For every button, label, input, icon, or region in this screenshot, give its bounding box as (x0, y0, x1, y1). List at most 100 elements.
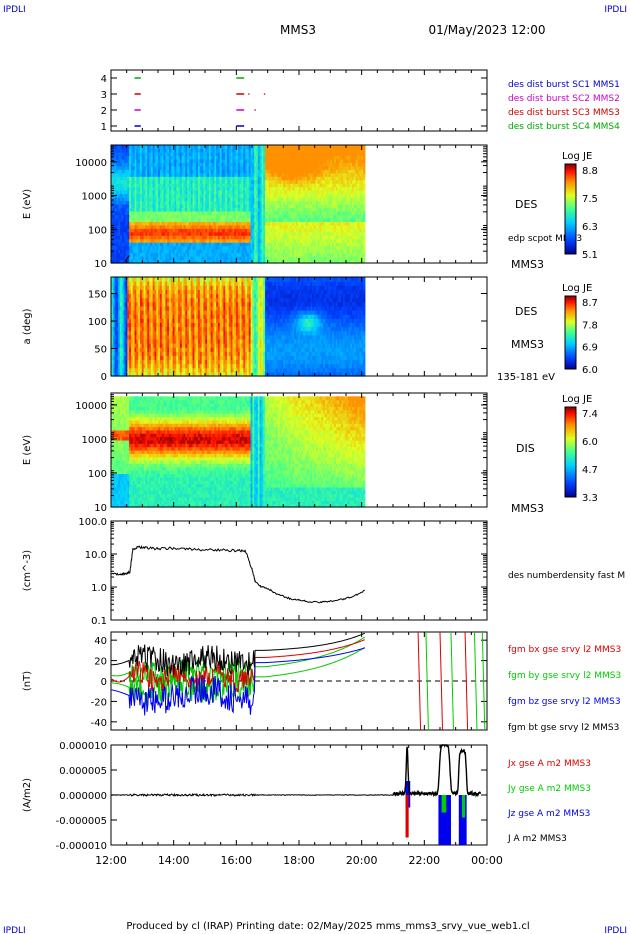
spectrogram-cell (225, 256, 228, 261)
spectrogram-cell (179, 172, 183, 177)
spectrogram-cell (297, 200, 301, 205)
spectrogram-cell (268, 242, 272, 247)
spectrogram-cell (236, 162, 239, 167)
spectrogram-cell (158, 200, 161, 205)
spectrogram-cell (172, 204, 176, 209)
spectrogram-cell (292, 158, 295, 163)
spectrogram-cell (270, 190, 273, 195)
spectrogram-cell (130, 228, 134, 233)
spectrogram-cell (344, 256, 348, 261)
spectrogram-cell (279, 148, 283, 153)
spectrogram-cell (163, 190, 166, 195)
spectrogram-cell (259, 176, 263, 181)
spectrogram-cell (172, 221, 176, 226)
spectrogram-cell (111, 259, 114, 264)
spectrogram-cell (333, 190, 337, 195)
spectrogram-cell (150, 259, 154, 264)
spectrogram-cell (167, 221, 170, 226)
spectrogram-cell (188, 231, 192, 236)
spectrogram-cell (123, 162, 127, 167)
spectrogram-cell (167, 193, 170, 198)
spectrogram-cell (147, 193, 150, 198)
spectrogram-cell (312, 169, 315, 174)
spectrogram-cell (330, 245, 333, 250)
spectrogram-cell (228, 186, 232, 191)
spectrogram-cell (134, 210, 137, 216)
spectrogram-cell (150, 179, 154, 184)
spectrogram-cell (217, 214, 221, 219)
spectrogram-cell (127, 256, 130, 261)
spectrogram-cell (205, 249, 208, 254)
spectrogram-cell (145, 193, 148, 198)
spectrogram-cell (225, 235, 228, 240)
spectrogram-cell (274, 165, 277, 170)
spectrogram-cell (132, 221, 136, 226)
spectrogram-cell (210, 207, 214, 212)
spectrogram-cell (174, 207, 177, 212)
spectrogram-cell (141, 259, 145, 264)
spectrogram-cell (362, 186, 366, 191)
spectrogram-cell (145, 207, 148, 212)
spectrogram-cell (250, 217, 254, 222)
spectrogram-cell (234, 200, 237, 205)
spectrogram-cell (156, 186, 159, 191)
spectrogram-cell (286, 249, 290, 254)
spectrogram-cell (203, 242, 206, 247)
spectrogram-cell (339, 249, 342, 254)
spectrogram-cell (221, 204, 224, 209)
spectrogram-cell (183, 207, 186, 212)
spectrogram-cell (343, 176, 346, 181)
spectrogram-cell (304, 214, 308, 219)
spectrogram-cell (183, 228, 186, 233)
spectrogram-cell (176, 158, 179, 163)
spectrogram-cell (223, 200, 226, 205)
spectrogram-cell (357, 179, 360, 184)
spectrogram-cell (236, 151, 239, 157)
spectrogram-cell (134, 256, 137, 261)
spectrogram-cell (310, 224, 313, 229)
spectrogram-cell (328, 235, 331, 240)
spectrogram-cell (116, 249, 119, 254)
spectrogram-cell (194, 169, 197, 174)
spectrogram-cell (214, 228, 217, 233)
spectrogram-cell (339, 238, 342, 243)
spectrogram-cell (346, 183, 350, 188)
spectrogram-cell (172, 197, 176, 202)
spectrogram-cell (192, 242, 195, 247)
spectrogram-cell (326, 214, 330, 219)
spectrogram-cell (353, 183, 357, 188)
spectrogram-cell (130, 221, 134, 226)
spectrogram-cell (143, 165, 147, 170)
spectrogram-cell (295, 158, 299, 163)
spectrogram-cell (286, 204, 290, 209)
spectrogram-cell (312, 238, 315, 243)
spectrogram-cell (281, 200, 284, 205)
spectrogram-cell (127, 190, 130, 195)
spectrogram-cell (328, 256, 331, 261)
spectrogram-cell (314, 183, 317, 188)
spectrogram-cell (362, 221, 366, 226)
spectrogram-cell (234, 207, 237, 212)
spectrogram-cell (198, 158, 201, 163)
spectrogram-cell (170, 224, 174, 229)
burst-dot (263, 93, 266, 95)
spectrogram-cell (306, 200, 310, 205)
spectrogram-cell (127, 172, 130, 177)
spectrogram-cell (314, 197, 317, 202)
spectrogram-cell (346, 256, 350, 261)
spectrogram-cell (286, 245, 290, 250)
spectrogram-cell (344, 214, 348, 219)
spectrogram-cell (116, 200, 119, 205)
spectrogram-cell (346, 186, 350, 191)
spectrogram-cell (179, 165, 183, 170)
spectrogram-cell (248, 151, 252, 157)
burst-dot (248, 93, 250, 95)
spectrogram-cell (134, 145, 137, 150)
spectrogram-cell (321, 214, 324, 219)
spectrogram-cell (335, 204, 339, 209)
spectrogram-cell (143, 169, 147, 174)
spectrogram-cell (283, 148, 286, 153)
spectrogram-cell (314, 193, 317, 198)
spectrogram-cell (199, 245, 203, 250)
spectrogram-cell (228, 158, 232, 163)
